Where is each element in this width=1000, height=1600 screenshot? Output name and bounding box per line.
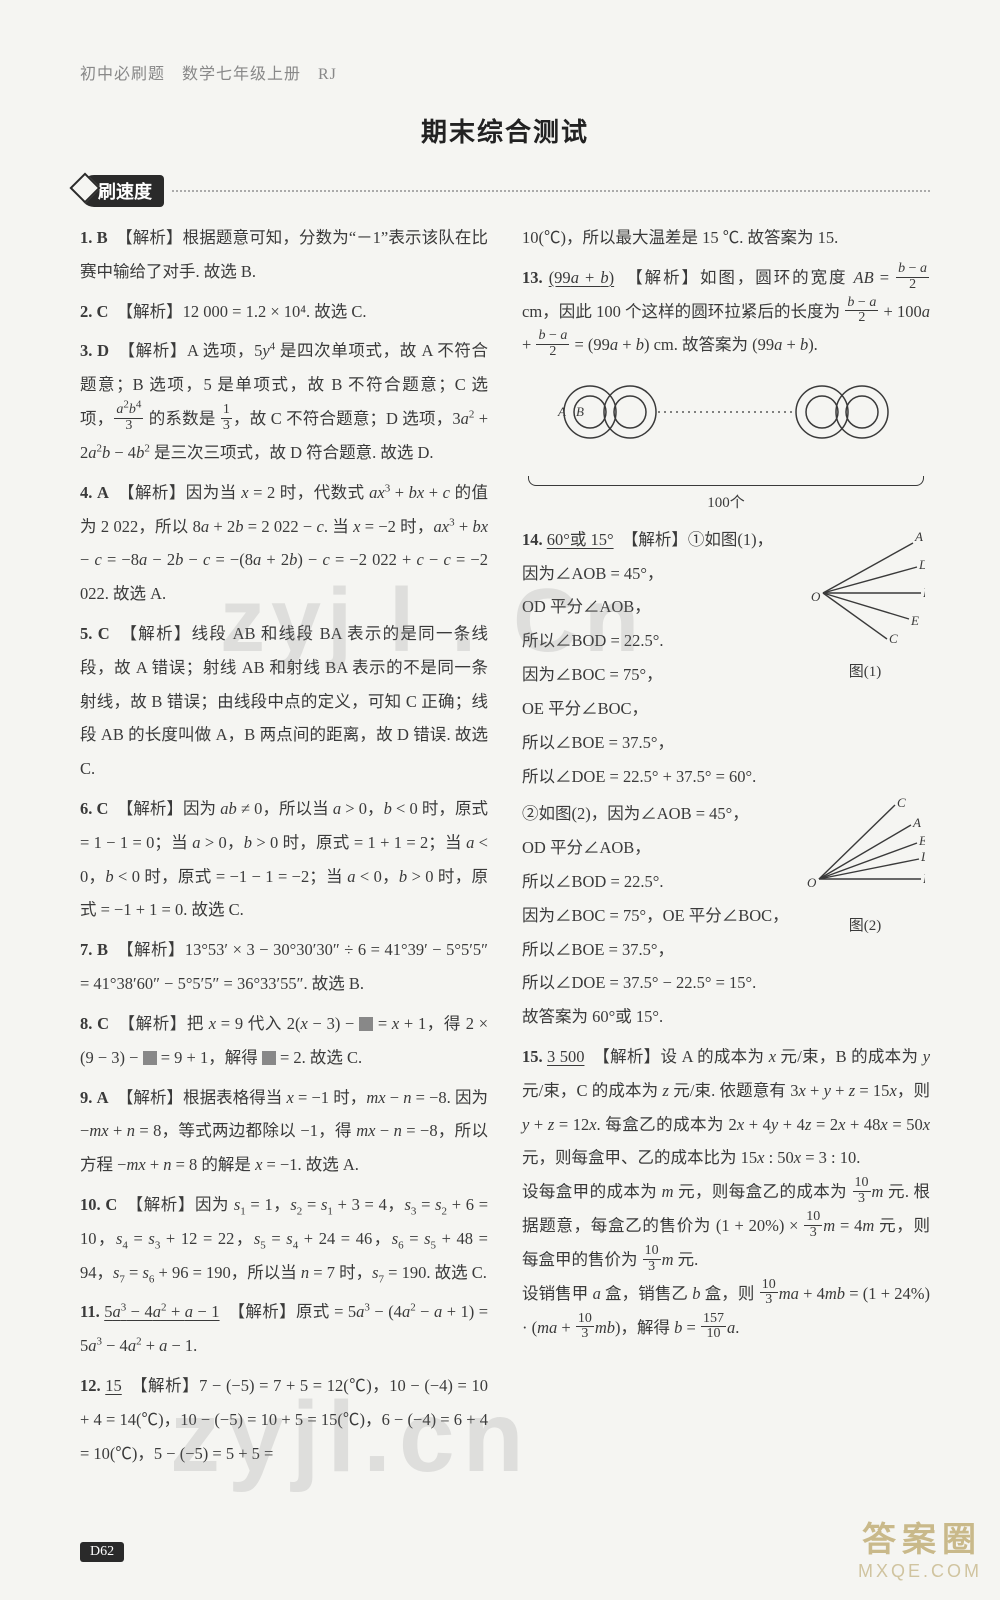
svg-text:A: A xyxy=(912,815,921,830)
question-item: 12. 15 【解析】7 − (−5) = 7 + 5 = 12(℃)，10 −… xyxy=(80,1369,488,1470)
watermark-corner: 答案圈 MXQE.COM xyxy=(858,1512,982,1582)
svg-text:A: A xyxy=(557,404,566,419)
svg-text:D: D xyxy=(920,849,925,864)
question-item: 7. B 【解析】13°53′ × 3 − 30°30′30″ ÷ 6 = 41… xyxy=(80,933,488,1001)
q14: 14. 60°或 15° 【解析】①如图(1)，因为∠AOB = 45°，OD … xyxy=(522,523,930,1034)
question-item: 5. C 【解析】线段 AB 和线段 BA 表示的是同一条线段，故 A 错误；射… xyxy=(80,617,488,786)
section-badge-row: 刷速度 xyxy=(80,175,930,207)
svg-text:B: B xyxy=(576,404,584,419)
page-number-badge: D62 xyxy=(80,1542,124,1562)
svg-text:O: O xyxy=(807,875,817,890)
divider-dots xyxy=(172,190,930,192)
question-item: 10. C 【解析】因为 s1 = 1，s2 = s1 + 3 = 4，s3 =… xyxy=(80,1188,488,1289)
svg-text:D: D xyxy=(918,557,925,572)
svg-text:E: E xyxy=(910,613,919,628)
q14-fig1: A D B E C O 图(1) xyxy=(800,523,930,688)
svg-text:O: O xyxy=(811,589,821,604)
question-item: 3. D 【解析】A 选项，5y4 是四次单项式，故 A 不符合题意；B 选项，… xyxy=(80,334,488,469)
right-column: 10(℃)，所以最大温差是 15 ℃. 故答案为 15. 13. (99a + … xyxy=(522,221,930,1476)
q14-fig2: C A E D B O 图(2) xyxy=(800,797,930,942)
section-badge: 刷速度 xyxy=(80,175,164,207)
svg-text:B: B xyxy=(923,871,925,886)
q13-figure: A B 100个 xyxy=(522,372,930,519)
question-item: 8. C 【解析】把 x = 9 代入 2(x − 3) − = x + 1，得… xyxy=(80,1007,488,1075)
q13-caption: 100个 xyxy=(522,488,930,519)
svg-text:B: B xyxy=(923,585,925,600)
question-item: 1. B 【解析】根据题意可知，分数为“－1”表示该队在比赛中输给了对手. 故选… xyxy=(80,221,488,289)
svg-text:C: C xyxy=(897,797,906,810)
q12-continuation: 10(℃)，所以最大温差是 15 ℃. 故答案为 15. xyxy=(522,221,930,255)
question-item: 2. C 【解析】12 000 = 1.2 × 10⁴. 故选 C. xyxy=(80,295,488,329)
question-item: 11. 5a3 − 4a2 + a − 1 【解析】原式 = 5a3 − (4a… xyxy=(80,1295,488,1363)
left-column: 1. B 【解析】根据题意可知，分数为“－1”表示该队在比赛中输给了对手. 故选… xyxy=(80,221,488,1476)
question-item: 9. A 【解析】根据表格得当 x = −1 时，mx − n = −8. 因为… xyxy=(80,1081,488,1182)
svg-text:A: A xyxy=(914,529,923,544)
svg-text:C: C xyxy=(889,631,898,643)
q13: 13. (99a + b) 【解析】如图，圆环的宽度 AB = b − a2 c… xyxy=(522,261,930,362)
svg-text:E: E xyxy=(918,833,925,848)
q13-brace xyxy=(528,476,924,486)
question-item: 6. C 【解析】因为 ab ≠ 0，所以当 a > 0，b < 0 时，原式 … xyxy=(80,792,488,927)
q15: 15. 3 500 【解析】设 A 的成本为 x 元/束，B 的成本为 y 元/… xyxy=(522,1040,930,1344)
question-item: 4. A 【解析】因为当 x = 2 时，代数式 ax3 + bx + c 的值… xyxy=(80,476,488,611)
page-title: 期末综合测试 xyxy=(80,112,930,149)
page-header: 初中必刷题 数学七年级上册 RJ xyxy=(80,60,930,84)
